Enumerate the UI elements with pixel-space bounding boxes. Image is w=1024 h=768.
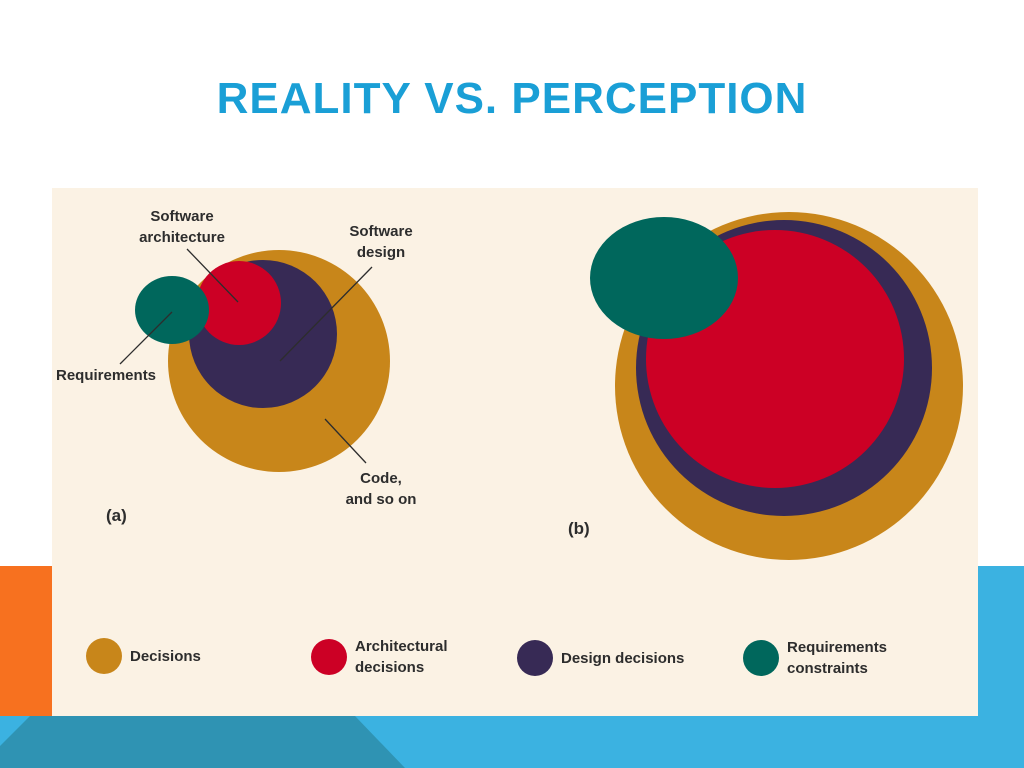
bottom-accent-band [0,716,1024,768]
legend-item-design-decisions: Design decisions [517,640,684,676]
leader-software-architecture [186,248,239,303]
requirements-circle-b [590,217,738,339]
requirements-circle-a [135,276,209,344]
venn-diagrams [119,212,963,560]
label-software-architecture: Software architecture [139,208,225,246]
legend-item-decisions: Decisions [86,638,201,674]
slide-title: REALITY VS. PERCEPTION [216,74,808,123]
architectural-decisions-swatch [311,639,347,675]
requirements-constraints-swatch [743,640,779,676]
legend-label-requirements-constraints: Requirements constraints [787,639,888,677]
legend-label-design-decisions: Design decisions [561,649,685,667]
label-code-and-so-on: Code, and so on [345,470,417,508]
design-decisions-swatch [517,640,553,676]
leader-requirements [119,311,173,365]
legend-label-decisions: Decisions [130,647,201,665]
leader-code [324,418,367,464]
figure-panel: Software architecture Software design Re… [52,188,978,716]
decisions-swatch [86,638,122,674]
legend-item-requirements-constraints: Requirements constraints [743,637,887,679]
panel-label-b: (b) [568,519,590,538]
label-software-design: Software design [349,223,413,261]
legend-label-architectural-decisions: Architectural decisions [355,638,448,676]
panel-label-a: (a) [106,506,127,525]
label-requirements: Requirements [56,367,157,384]
diagram-a [119,248,390,472]
diagram-b [590,212,963,560]
architectural-decisions-circle-a [197,261,281,345]
legend-item-architectural-decisions: Architectural decisions [311,636,448,678]
leader-software-design [279,266,373,362]
